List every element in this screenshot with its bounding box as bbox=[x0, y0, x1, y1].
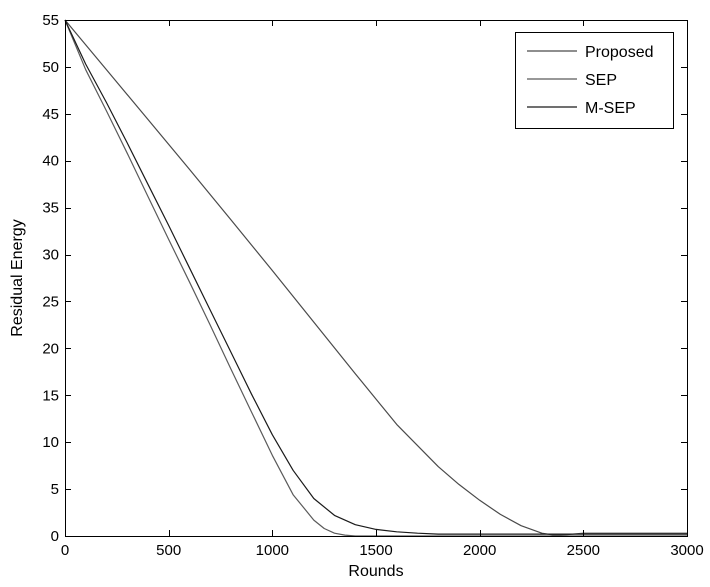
y-tick-label: 40 bbox=[42, 153, 59, 170]
y-tick-label: 15 bbox=[42, 387, 59, 404]
y-axis-title: Residual Energy bbox=[9, 219, 26, 336]
y-tick-label: 0 bbox=[51, 528, 59, 545]
x-axis-title: Rounds bbox=[348, 563, 403, 580]
series-line-m-sep bbox=[64, 19, 687, 535]
y-tick-label: 10 bbox=[42, 434, 59, 451]
x-tick-label: 1500 bbox=[359, 542, 392, 559]
y-tick-label: 5 bbox=[51, 481, 59, 498]
legend-box bbox=[515, 32, 674, 129]
plot-frame bbox=[65, 20, 688, 537]
y-tick-label: 45 bbox=[42, 106, 59, 123]
legend-label-proposed: Proposed bbox=[585, 44, 654, 61]
x-tick-label: 2500 bbox=[567, 542, 600, 559]
y-tick-label: 50 bbox=[42, 59, 59, 76]
tick-labels-layer: 0 500 1000 1500 2000 2500 3000 0 5 10 15 20 25 30 35 40… bbox=[42, 12, 703, 559]
y-tick-label: 35 bbox=[42, 200, 59, 217]
x-tick-label: 0 bbox=[61, 542, 69, 559]
legend-label-m-sep: M-SEP bbox=[585, 100, 636, 117]
legend-items: Proposed SEP M-SEP bbox=[527, 44, 654, 117]
x-tick-label: 2000 bbox=[463, 542, 496, 559]
y-tick-label: 30 bbox=[42, 247, 59, 264]
y-tick-label: 25 bbox=[42, 293, 59, 310]
x-tick-label: 3000 bbox=[670, 542, 703, 559]
y-tick-label: 20 bbox=[42, 340, 59, 357]
legend-label-sep: SEP bbox=[585, 72, 617, 89]
legend: Proposed SEP M-SEP bbox=[515, 32, 674, 129]
series-line-proposed bbox=[64, 19, 687, 536]
x-tick-label: 1000 bbox=[256, 542, 289, 559]
y-tick-label: 55 bbox=[42, 12, 59, 29]
x-tick-label: 500 bbox=[156, 542, 181, 559]
